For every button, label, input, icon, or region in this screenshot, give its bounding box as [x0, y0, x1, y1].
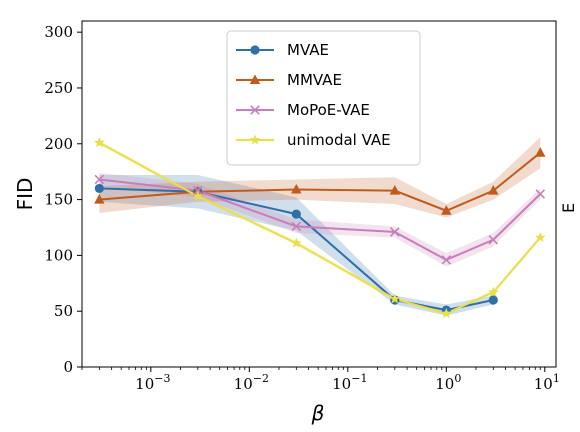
x-tick-label: 10−1 — [332, 372, 367, 393]
y-tick-label: 0 — [63, 358, 73, 376]
x-tick-label: 101 — [534, 372, 560, 393]
mvae-line — [99, 187, 494, 312]
series-markers — [94, 137, 546, 318]
unimodal-vae-point — [440, 307, 452, 318]
unimodal-vae-point — [94, 137, 105, 148]
y-tick-label: 100 — [44, 246, 73, 264]
y-tick-label: 300 — [44, 23, 73, 41]
mmvae-legend-marker — [249, 74, 261, 84]
mopoe-vae-legend-marker — [250, 105, 260, 115]
mopoe-vae-point — [535, 189, 546, 199]
mmvae-legend-label: MMVAE — [287, 71, 342, 89]
y-tick-label: 250 — [44, 79, 73, 97]
mmvae-point — [94, 193, 105, 204]
unimodal-vae-legend-label: unimodal VAE — [287, 131, 391, 149]
mmvae-point — [291, 183, 302, 194]
mopoe-vae-point — [488, 234, 499, 245]
mvae-point — [94, 183, 104, 194]
series-lines — [98, 141, 542, 315]
edge-clipped-glyph: Ε — [559, 203, 578, 213]
unimodal-vae-point — [487, 286, 499, 297]
legend-box — [226, 30, 421, 166]
mvae-point — [488, 295, 498, 305]
legend: MVAE MMVAE MoPoE-VAE unimodal VAE — [226, 30, 421, 166]
mmvae-point — [488, 185, 499, 195]
y-tick-label: 200 — [44, 135, 73, 153]
mvae-legend-marker — [250, 45, 260, 55]
plot-frame — [81, 20, 557, 368]
unimodal-vae-point — [534, 231, 546, 243]
mvae-point — [291, 209, 301, 219]
unimodal-vae-point — [290, 237, 302, 248]
mmvae-band — [99, 137, 541, 218]
mopoe-vae-point — [291, 221, 302, 232]
mmvae-point — [535, 147, 546, 157]
mmvae-point — [441, 205, 452, 215]
y-tick-label: 50 — [54, 302, 73, 320]
mopoe-vae-point — [94, 174, 105, 185]
mopoe-vae-band — [99, 172, 541, 267]
unimodal-vae-point — [192, 190, 204, 201]
x-axis-ticks: 10−3 10−2 10−1 100 101 — [81, 367, 560, 393]
unimodal-vae-point — [389, 293, 401, 304]
mvae-legend-label: MVAE — [287, 41, 329, 59]
x-axis-title: β — [311, 401, 325, 425]
mopoe-vae-legend-label: MoPoE-VAE — [287, 101, 370, 119]
mopoe-vae-point — [390, 227, 400, 237]
y-axis-title: FID — [13, 178, 37, 211]
mmvae-point — [389, 185, 400, 195]
y-tick-label: 150 — [44, 191, 73, 209]
x-tick-label: 10−3 — [135, 372, 170, 393]
y-axis-ticks: 0 50 100 150 200 250 300 — [44, 23, 82, 376]
mopoe-vae-point — [441, 255, 452, 265]
x-tick-label: 100 — [435, 372, 461, 393]
unimodal-vae-legend-marker — [249, 134, 261, 145]
x-tick-label: 10−2 — [234, 372, 269, 393]
